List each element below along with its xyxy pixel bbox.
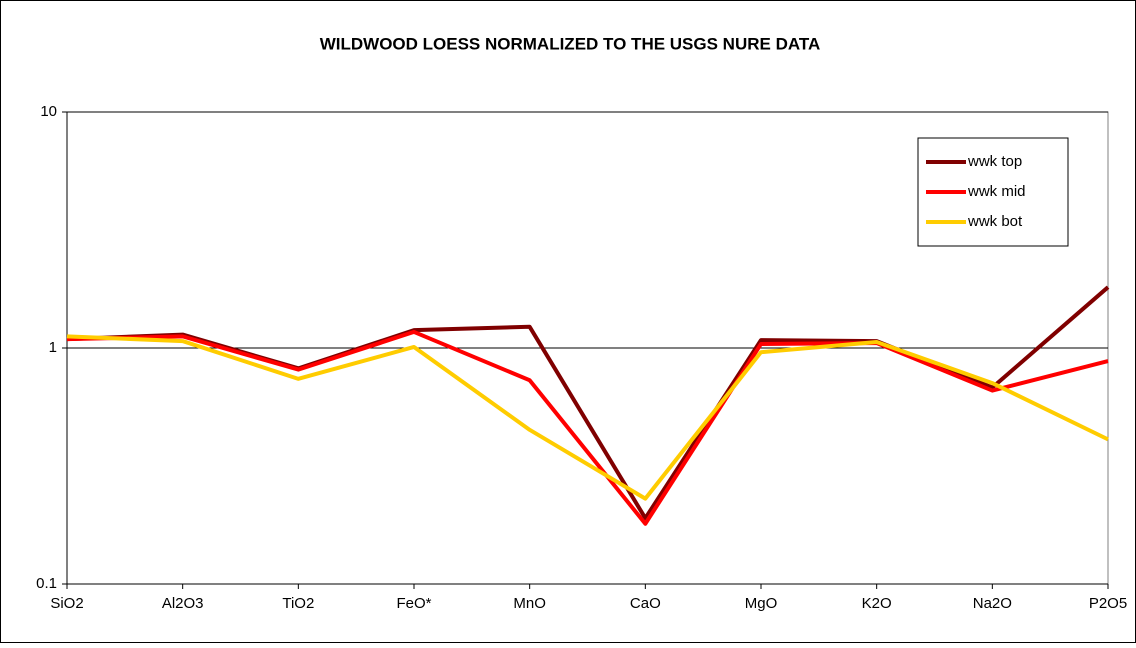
- series-line: [66, 329, 1109, 526]
- y-tick-label: 1: [49, 339, 57, 356]
- x-tick-label: P2O5: [1089, 595, 1127, 612]
- legend-label: wwk top: [967, 153, 1022, 170]
- series-line: [66, 334, 1109, 501]
- legend-label: wwk mid: [967, 183, 1026, 200]
- x-tick-label: FeO*: [396, 595, 431, 612]
- x-tick-label: Na2O: [973, 595, 1012, 612]
- x-tick-label: CaO: [630, 595, 661, 612]
- x-tick-label: K2O: [862, 595, 892, 612]
- legend-label: wwk bot: [967, 213, 1023, 230]
- y-tick-label: 0.1: [36, 575, 57, 592]
- x-tick-label: TiO2: [282, 595, 314, 612]
- x-tick-label: MgO: [745, 595, 778, 612]
- y-tick-label: 10: [40, 103, 57, 120]
- x-tick-label: Al2O3: [162, 595, 204, 612]
- x-tick-label: SiO2: [50, 595, 83, 612]
- x-tick-label: MnO: [513, 595, 546, 612]
- chart-title: WILDWOOD LOESS NORMALIZED TO THE USGS NU…: [320, 34, 821, 53]
